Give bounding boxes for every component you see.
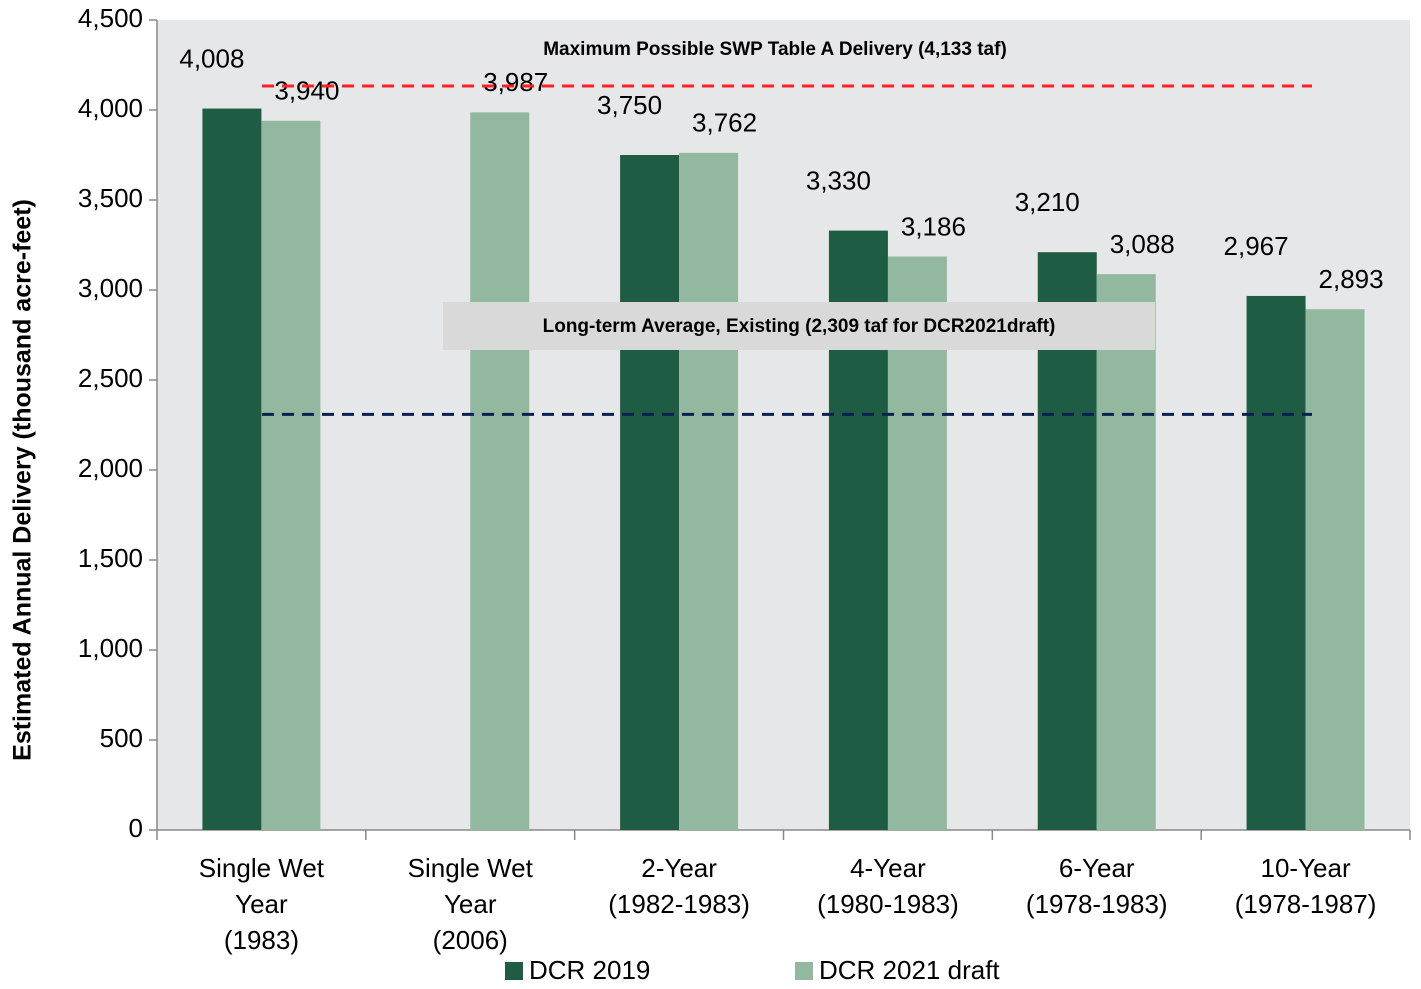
y-tick-label: 3,000 <box>78 273 143 303</box>
x-tick-label: 6-Year (1978-1983) <box>1026 853 1168 919</box>
bar <box>470 112 530 831</box>
value-label: 2,893 <box>1319 264 1384 294</box>
bar <box>1096 274 1156 830</box>
value-label: 4,008 <box>179 43 244 73</box>
bar <box>261 120 321 831</box>
y-tick-label: 0 <box>129 813 143 843</box>
value-label: 3,330 <box>806 165 871 195</box>
x-tick-label: 4-Year (1980-1983) <box>817 853 959 919</box>
value-label: 3,186 <box>901 211 966 241</box>
value-label: 3,940 <box>274 76 339 106</box>
y-axis-title: Estimated Annual Delivery (thousand acre… <box>9 199 37 761</box>
bar <box>1246 295 1306 830</box>
annotation: Maximum Possible SWP Table A Delivery (4… <box>543 39 1007 60</box>
y-tick-label: 4,500 <box>78 3 143 33</box>
y-tick-label: 4,000 <box>78 93 143 123</box>
value-label: 3,210 <box>1015 187 1080 217</box>
bar <box>202 108 262 830</box>
value-label: 3,987 <box>483 67 548 97</box>
x-tick-label: 10-Year (1978-1987) <box>1235 853 1377 919</box>
value-label: 2,967 <box>1224 231 1289 261</box>
y-tick-label: 1,000 <box>78 633 143 663</box>
y-tick-label: 1,500 <box>78 543 143 573</box>
annotation: Long-term Average, Existing (2,309 taf f… <box>543 316 1056 337</box>
value-label: 3,750 <box>597 90 662 120</box>
legend-swatch <box>795 962 813 980</box>
legend-label: DCR 2019 <box>529 955 650 985</box>
value-label: 3,762 <box>692 108 757 138</box>
bar <box>887 256 947 830</box>
x-tick-label: Single Wet Year (1983) <box>199 853 325 955</box>
x-tick-label: 2-Year (1982-1983) <box>608 853 750 919</box>
y-tick-label: 500 <box>100 723 143 753</box>
legend-swatch <box>505 962 523 980</box>
annotation-box <box>443 302 1155 350</box>
y-tick-label: 2,500 <box>78 363 143 393</box>
x-tick-label: Single Wet Year (2006) <box>408 853 534 955</box>
plot-area <box>157 20 1410 830</box>
bar <box>1305 309 1365 830</box>
y-tick-label: 3,500 <box>78 183 143 213</box>
y-tick-label: 2,000 <box>78 453 143 483</box>
bar <box>620 155 680 830</box>
bar <box>679 152 739 831</box>
value-label: 3,088 <box>1110 229 1175 259</box>
legend-label: DCR 2021 draft <box>819 955 1000 985</box>
